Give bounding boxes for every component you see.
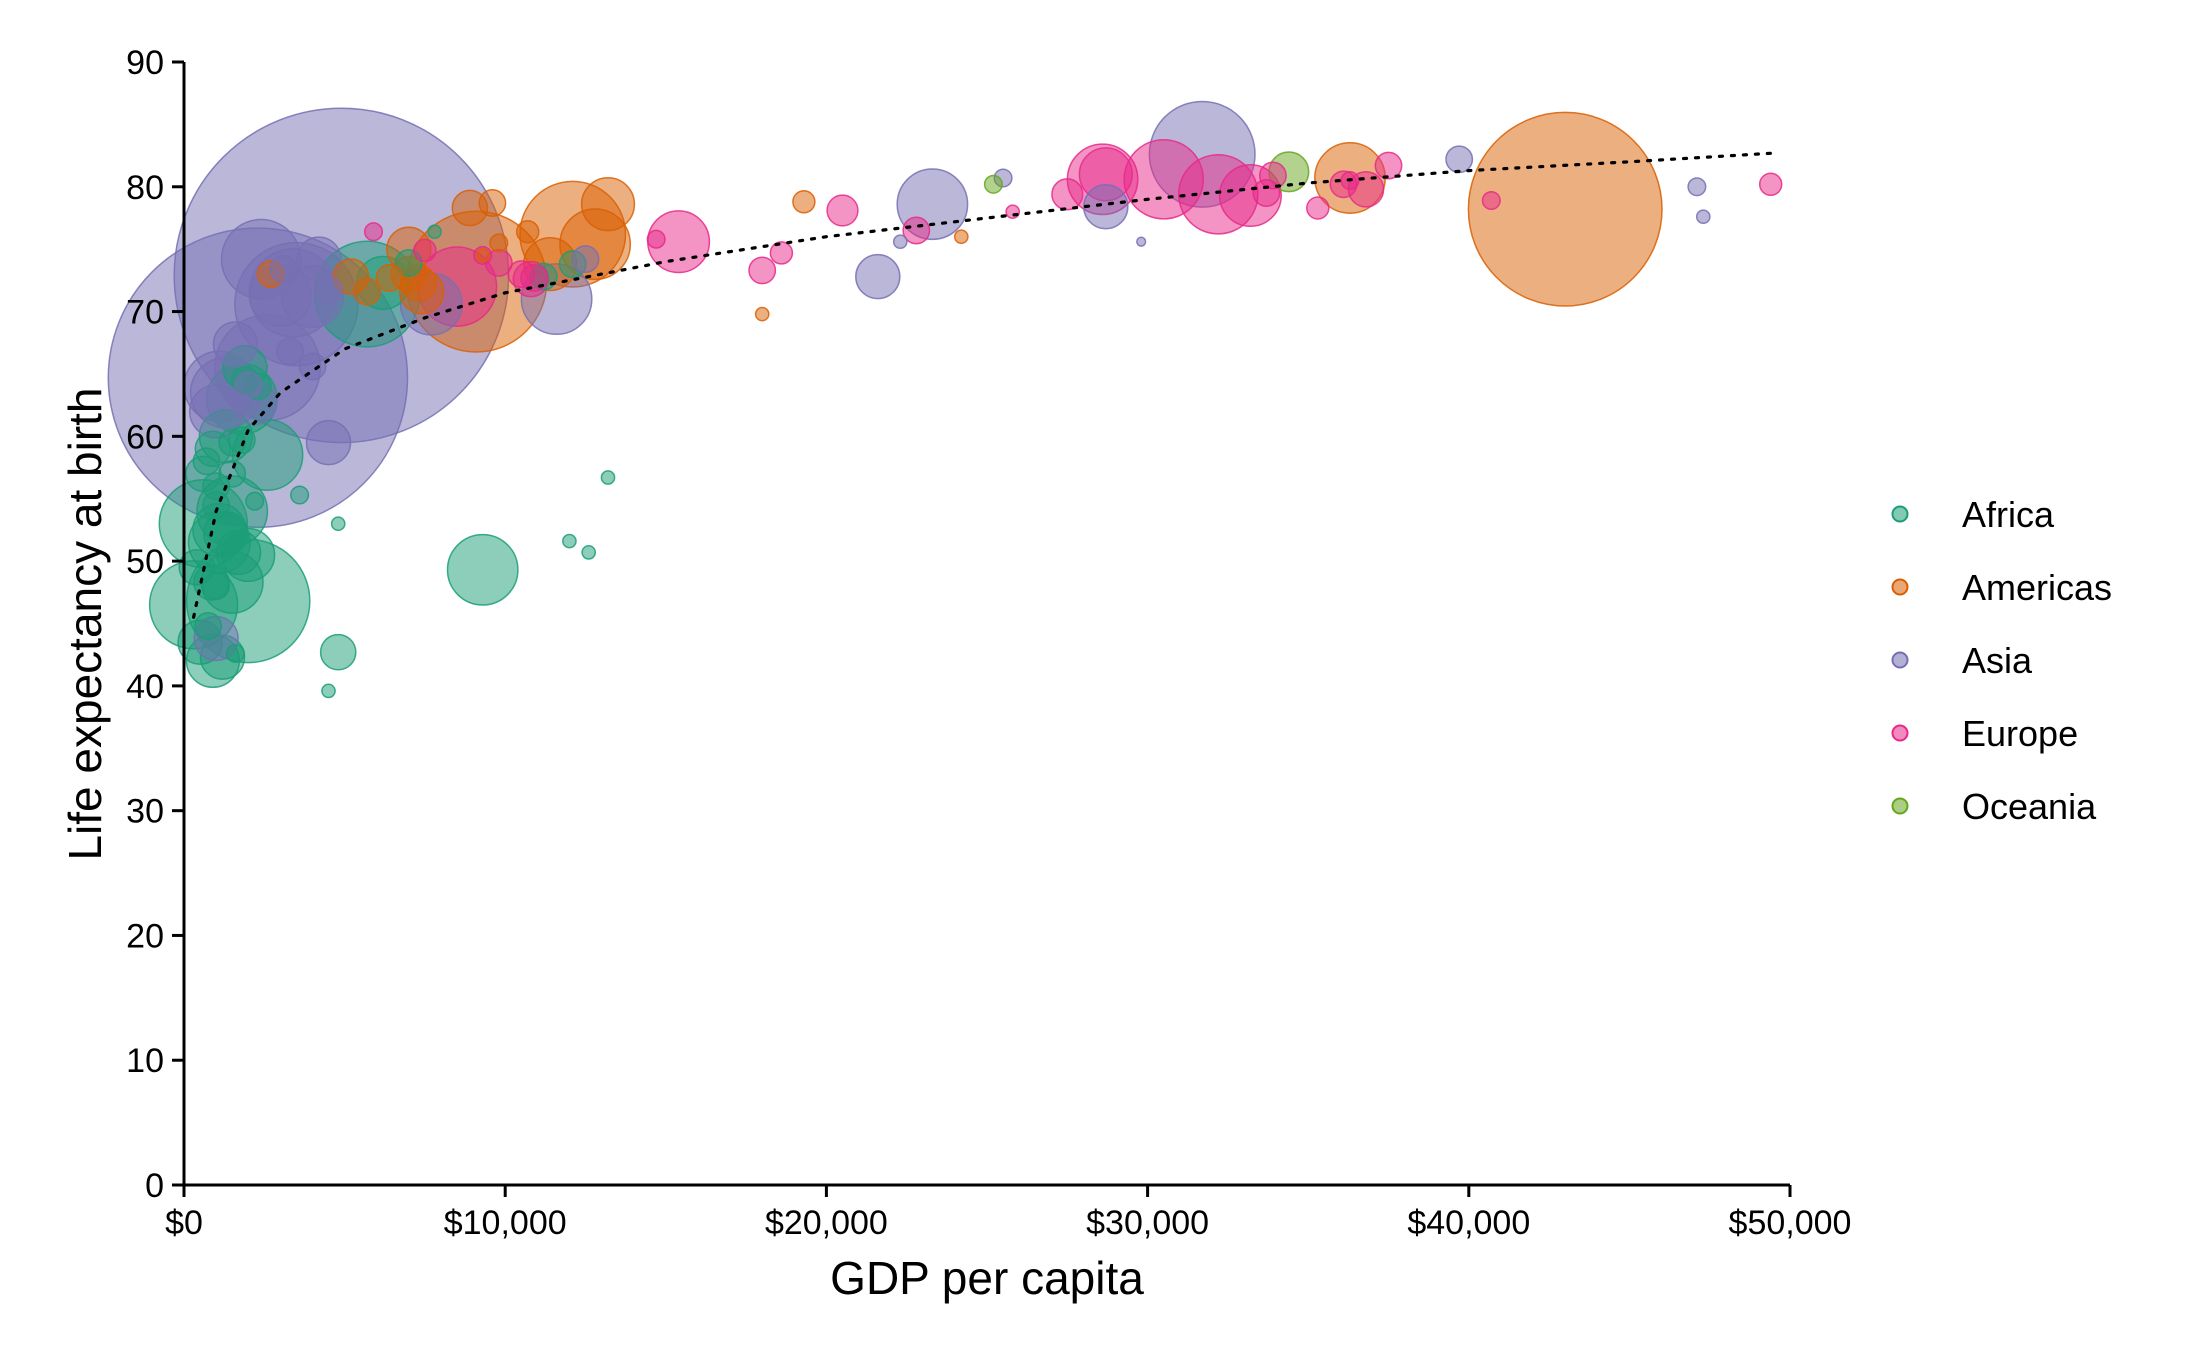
data-point-europe-7 (520, 263, 549, 292)
data-point-americas-9 (478, 189, 507, 217)
data-point-africa-3 (194, 612, 223, 640)
data-point-africa-22 (245, 491, 265, 511)
data-point-africa-35 (319, 633, 357, 671)
data-point-asia-23 (892, 234, 908, 250)
legend-key-asia (1891, 651, 1909, 669)
data-point-oceania-0 (983, 174, 1003, 194)
data-point-asia-31 (1695, 209, 1711, 225)
data-point-asia-27 (1136, 236, 1147, 247)
data-point-asia-21 (571, 245, 600, 274)
data-point-africa-36 (321, 683, 336, 699)
x-tick-label: $40,000 (1407, 1204, 1530, 1242)
data-point-americas-11 (515, 219, 540, 244)
data-point-europe-0 (363, 222, 384, 242)
y-tick-label: 90 (126, 44, 164, 82)
data-point-asia-33 (298, 352, 327, 381)
y-tick-label: 50 (126, 543, 164, 581)
x-tick-label: $30,000 (1086, 1204, 1209, 1242)
data-point-asia-18 (276, 337, 304, 366)
legend-label-oceania: Oceania (1962, 786, 2097, 827)
data-point-asia-26 (1083, 183, 1129, 230)
legend-label-americas: Americas (1962, 567, 2112, 608)
data-point-americas-2 (353, 277, 382, 306)
data-point-asia-15 (314, 276, 343, 305)
legend-key-oceania (1891, 797, 1909, 815)
y-tick-label: 60 (126, 418, 164, 456)
legend-label-africa: Africa (1962, 494, 2055, 535)
data-point-africa-14 (215, 529, 262, 576)
data-point-europe-15 (1051, 178, 1084, 211)
x-tick-label: $0 (165, 1204, 203, 1242)
data-point-africa-27 (227, 426, 256, 455)
data-point-europe-13 (902, 216, 931, 245)
data-point-americas-10 (489, 233, 509, 253)
data-point-europe-11 (769, 241, 794, 265)
x-tick-label: $20,000 (765, 1204, 888, 1242)
data-point-americas-15 (580, 177, 636, 232)
data-point-africa-34 (330, 516, 346, 532)
data-point-asia-30 (1687, 177, 1707, 197)
x-axis-title: GDP per capita (830, 1252, 1144, 1304)
data-point-europe-12 (826, 194, 859, 227)
y-tick-label: 70 (126, 294, 164, 332)
data-point-americas-16 (475, 248, 491, 263)
y-tick-label: 80 (126, 169, 164, 207)
legend-key-americas (1891, 578, 1909, 596)
data-point-africa-19 (218, 459, 247, 488)
x-tick-label: $50,000 (1729, 1204, 1852, 1242)
data-point-africa-6 (225, 643, 245, 663)
legend-label-europe: Europe (1962, 713, 2078, 754)
y-tick-label: 10 (126, 1042, 164, 1080)
data-point-americas-21 (1467, 111, 1663, 307)
data-point-europe-8 (646, 229, 666, 249)
data-point-americas-22 (953, 229, 969, 245)
y-axis-title: Life expectancy at birth (59, 387, 111, 860)
legend-key-africa (1891, 505, 1909, 523)
legend-label-asia: Asia (1962, 640, 2033, 681)
data-point-asia-22 (855, 253, 901, 300)
legend-key-europe (1891, 724, 1909, 742)
data-point-africa-44 (600, 470, 616, 485)
data-point-europe-28 (1481, 190, 1501, 211)
data-point-europe-1 (413, 238, 437, 263)
y-axis-ticks: 0 10 20 30 40 50 60 70 80 90 (126, 44, 184, 1205)
data-point-europe-10 (748, 256, 777, 285)
x-tick-label: $10,000 (444, 1204, 567, 1242)
data-point-africa-42 (562, 533, 577, 549)
data-point-europe-29 (1758, 172, 1783, 197)
data-point-americas-17 (375, 263, 404, 292)
y-tick-label: 0 (145, 1167, 164, 1205)
data-point-africa-12 (202, 572, 231, 601)
data-point-americas-19 (792, 190, 816, 214)
data-point-europe-23 (1306, 196, 1330, 220)
y-tick-label: 20 (126, 917, 164, 955)
data-point-europe-14 (1005, 204, 1021, 220)
y-tick-label: 30 (126, 793, 164, 831)
data-point-europe-27 (1374, 151, 1403, 180)
data-point-africa-43 (581, 545, 597, 560)
data-point-asia-32 (234, 371, 263, 400)
legend: Africa Americas Asia Europe Oceania (1891, 494, 2112, 827)
x-axis-ticks: $0 $10,000 $20,000 $30,000 $40,000 $50,000 (165, 1185, 1851, 1242)
y-tick-label: 40 (126, 668, 164, 706)
data-point-europe-22 (1258, 161, 1287, 190)
data-point-africa-41 (446, 533, 519, 606)
data-point-africa-40 (427, 224, 442, 240)
data-point-asia-6 (212, 321, 259, 367)
data-point-asia-29 (1445, 145, 1474, 174)
data-point-asia-16 (305, 419, 352, 466)
data-point-africa-33 (290, 485, 310, 505)
bubble-layer (107, 100, 1783, 699)
data-point-asia-9 (269, 255, 298, 284)
data-point-africa-23 (192, 447, 221, 476)
data-point-americas-18 (754, 306, 770, 322)
data-point-africa-20 (202, 491, 231, 519)
